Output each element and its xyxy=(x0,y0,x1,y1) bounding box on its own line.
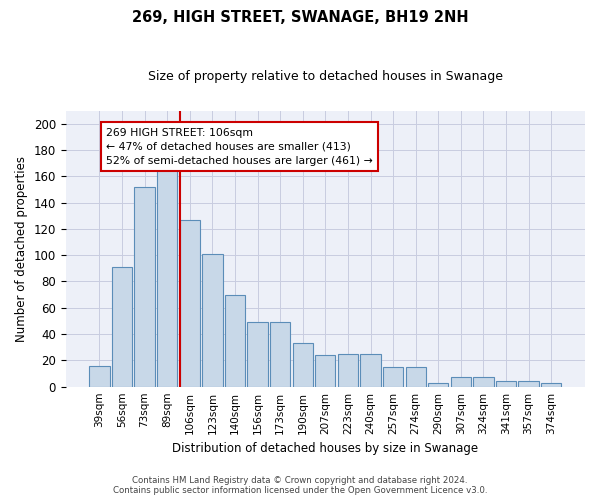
Bar xyxy=(541,382,562,386)
Text: Contains HM Land Registry data © Crown copyright and database right 2024.
Contai: Contains HM Land Registry data © Crown c… xyxy=(113,476,487,495)
Bar xyxy=(361,354,380,386)
Bar xyxy=(383,367,403,386)
Bar xyxy=(270,322,290,386)
Bar xyxy=(315,355,335,386)
Bar xyxy=(518,382,539,386)
Bar xyxy=(157,170,178,386)
Bar xyxy=(247,322,268,386)
Bar xyxy=(338,354,358,386)
Text: 269, HIGH STREET, SWANAGE, BH19 2NH: 269, HIGH STREET, SWANAGE, BH19 2NH xyxy=(131,10,469,25)
Bar xyxy=(225,294,245,386)
Bar xyxy=(293,344,313,386)
Y-axis label: Number of detached properties: Number of detached properties xyxy=(15,156,28,342)
Bar xyxy=(134,187,155,386)
Title: Size of property relative to detached houses in Swanage: Size of property relative to detached ho… xyxy=(148,70,503,83)
Bar xyxy=(451,378,471,386)
Bar xyxy=(89,366,110,386)
Text: 269 HIGH STREET: 106sqm
← 47% of detached houses are smaller (413)
52% of semi-d: 269 HIGH STREET: 106sqm ← 47% of detache… xyxy=(106,128,373,166)
Bar xyxy=(496,382,516,386)
Bar xyxy=(179,220,200,386)
Bar xyxy=(202,254,223,386)
Bar xyxy=(112,267,132,386)
X-axis label: Distribution of detached houses by size in Swanage: Distribution of detached houses by size … xyxy=(172,442,478,455)
Bar xyxy=(428,382,448,386)
Bar xyxy=(406,367,426,386)
Bar xyxy=(473,378,494,386)
